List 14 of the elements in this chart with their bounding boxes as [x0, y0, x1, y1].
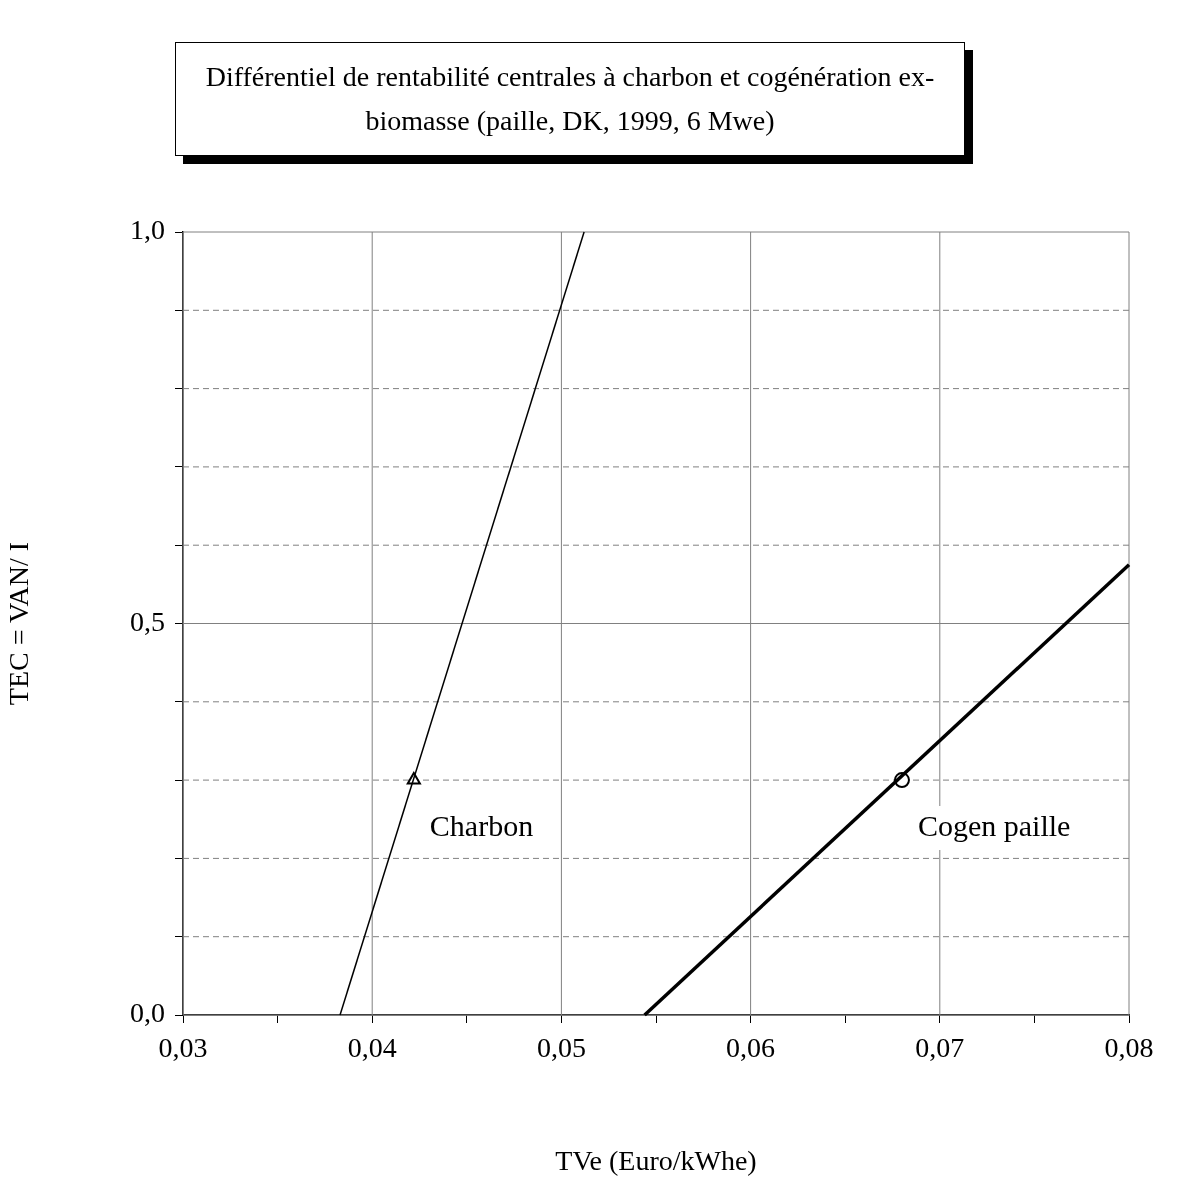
y-tick-label: 1,0	[130, 214, 165, 246]
x-tick-label: 0,08	[1104, 1032, 1154, 1064]
x-tick-label: 0,03	[158, 1032, 208, 1064]
x-tick-label: 0,04	[347, 1032, 397, 1064]
x-tick-label: 0,06	[726, 1032, 776, 1064]
x-tick-label: 0,07	[915, 1032, 965, 1064]
x-axis-title: TVe (Euro/kWhe)	[555, 1144, 757, 1176]
chart-title: Différentiel de rentabilité centrales à charbon et cogénération ex-biomasse (paille, DK, 1999, 6 Mwe)	[175, 42, 965, 156]
series-label: Cogen paille	[917, 808, 1071, 842]
y-tick-label: 0,0	[130, 997, 165, 1029]
series-label: Charbon	[429, 808, 534, 842]
x-tick-label: 0,05	[536, 1032, 586, 1064]
y-tick-label: 0,5	[130, 605, 165, 637]
y-axis-title: TEC = VAN/ I	[3, 541, 35, 706]
